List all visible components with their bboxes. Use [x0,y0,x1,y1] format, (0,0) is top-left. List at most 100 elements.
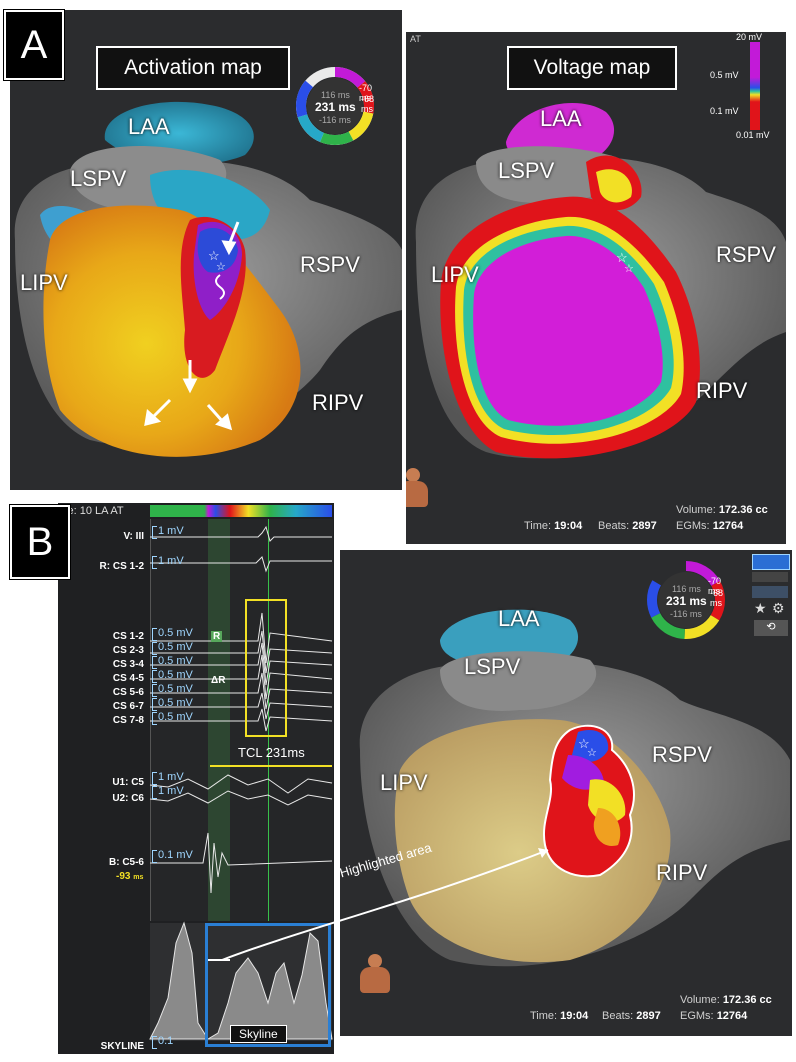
activation-label-lspv: LSPV [70,166,127,191]
activation-color-bar [150,505,332,517]
b-clock-top: 116 ms [672,584,701,594]
channel-cs-2: CS 2-3 [112,645,144,656]
svg-text:☆: ☆ [578,736,590,751]
window-highlight [208,519,230,921]
marker-delta-r: ΔR [211,675,226,686]
b-stats-time: Time: 19:04 [530,1010,589,1022]
scale-cs-1: 0.5 mV [152,627,193,641]
marker-r: R [211,631,223,642]
voltage-label-rspv: RSPV [716,242,776,267]
egm-header: ve: 10 LA AT [62,505,124,517]
b-orientation-figure-icon [358,954,394,994]
scale-cs-7: 0.5 mV [152,711,193,725]
activation-label-rspv: RSPV [300,252,360,277]
svg-text:☆: ☆ [216,261,226,273]
egm-traces [149,525,333,1041]
channel-cs-7: CS 7-8 [112,715,144,726]
orientation-figure-icon [406,468,432,508]
voltage-header-fragment: AT [410,34,421,44]
b-clock-center: 231 ms [666,594,707,608]
channel-r: R: CS 1-2 [99,561,144,572]
channel-u2: U2: C6 [112,793,144,804]
channel-b-value: -93 ms [116,871,144,882]
voltage-scale-bar [750,42,760,130]
highlight-map-panel: ☆ ☆ LAA LSPV LIPV RSPV RIPV 116 ms 231 m… [340,550,792,1036]
channel-u1: U1: C5 [112,777,144,788]
voltage-stats-beats: Beats: 2897 [598,520,657,532]
highlight-cycle-clock: 116 ms 231 ms -116 ms -70 ms -68 ms [646,560,726,640]
scale-cs-5: 0.5 mV [152,683,193,697]
cs-activation-box [245,599,287,737]
gear-icon[interactable]: ⚙ [772,600,785,616]
clock-center: 231 ms [315,100,356,114]
scale-skyline: 0.1 [151,1035,174,1049]
voltage-scale-bottom: 0.01 mV [736,130,770,140]
b-stats-volume: Volume: 172.36 cc [680,994,772,1006]
clock-top: 116 ms [321,90,350,100]
clock-bottom: -116 ms [319,115,351,125]
activation-map-title: Activation map [96,46,290,90]
scale-b: 0.1 mV [152,849,193,863]
channel-cs-6: CS 6-7 [112,701,144,712]
voltage-map-image: ☆ ☆ [415,103,786,459]
channel-cs-5: CS 5-6 [112,687,144,698]
voltage-scale-mid1: 0.5 mV [710,70,739,80]
voltage-stats-volume: Volume: 172.36 cc [676,504,768,516]
channel-cs-1: CS 1-2 [112,631,144,642]
scale-cs-4: 0.5 mV [152,669,193,683]
rotate-icon[interactable]: ⟲ [754,620,788,636]
toolbar-slider[interactable] [752,572,788,582]
activation-map-image: ☆ ☆ [14,101,402,457]
svg-text:☆: ☆ [587,747,597,759]
channel-v: V: III [123,531,144,542]
voltage-scale-mid2: 0.1 mV [710,106,739,116]
scale-r: 1 mV [152,555,184,569]
channel-b: B: C5-6 [108,857,144,868]
voltage-stats-egms: EGMs: 12764 [676,520,744,532]
channel-cs-3: CS 3-4 [112,659,144,670]
svg-text:☆: ☆ [208,248,220,263]
skyline-window-arrow [208,959,230,961]
toolbar-waveform-button[interactable] [752,586,788,598]
activation-cycle-clock: 116 ms 231 ms -116 ms -70 ms -68 ms [295,66,375,146]
activation-label-lipv: LIPV [20,270,68,295]
tcl-label: TCL 231ms [238,745,305,760]
highlight-label-lspv: LSPV [464,654,521,679]
voltage-map-panel: ☆ ☆ LAA LSPV LIPV RSPV RIPV AT 20 mV 0.5… [406,32,786,544]
tcl-arrow [210,765,332,767]
channel-skyline: SKYLINE [100,1041,144,1052]
scale-u1: 1 mV [152,771,184,785]
clock-right-1: -70 ms [359,83,373,103]
scale-u2: 1 mV [152,785,184,799]
b-clock-bottom: -116 ms [670,609,702,619]
reference-line [268,519,269,921]
b-stats-egms: EGMs: 12764 [680,1010,748,1022]
scale-cs-2: 0.5 mV [152,641,193,655]
highlight-label-ripv: RIPV [656,860,708,885]
activation-label-ripv: RIPV [312,390,364,415]
star-icon[interactable]: ★ [754,600,767,616]
clock-right-2: -68 ms [361,94,375,114]
voltage-label-ripv: RIPV [696,378,748,403]
channel-cs-4: CS 4-5 [112,673,144,684]
b-clock-right-2: -68 ms [710,588,724,608]
highlight-label-rspv: RSPV [652,742,712,767]
b-stats-beats: Beats: 2897 [602,1010,661,1022]
highlight-label-lipv: LIPV [380,770,428,795]
panel-letter-a: A [3,9,65,81]
voltage-scale-top: 20 mV [736,32,763,42]
toolbar-map-button[interactable] [752,554,790,570]
highlight-label-laa: LAA [498,606,540,631]
skyline-label: Skyline [230,1025,287,1043]
voltage-map-title: Voltage map [507,46,677,90]
voltage-label-laa: LAA [540,106,582,131]
panel-letter-b: B [9,504,71,580]
svg-text:☆: ☆ [616,250,628,265]
scale-cs-3: 0.5 mV [152,655,193,669]
voltage-label-lipv: LIPV [431,262,479,287]
activation-label-laa: LAA [128,114,170,139]
voltage-stats-time: Time: 19:04 [524,520,583,532]
scale-cs-6: 0.5 mV [152,697,193,711]
scale-v: 1 mV [152,525,184,539]
egm-panel: ve: 10 LA AT R ΔR TCL 231ms Skyline [58,503,334,1054]
